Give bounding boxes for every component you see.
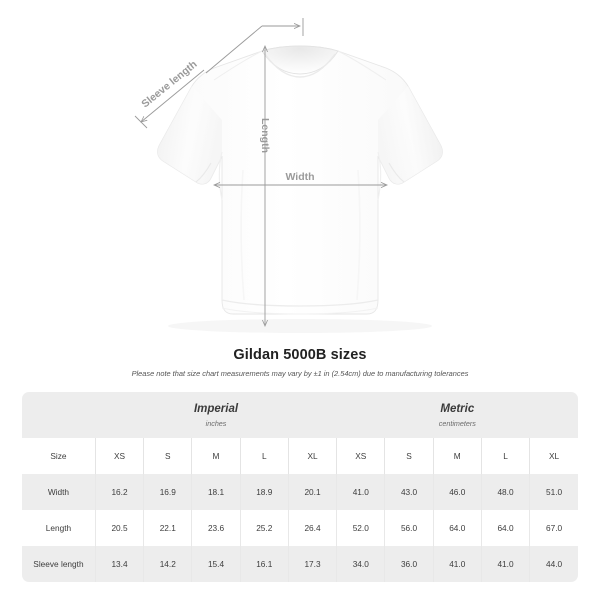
size-chart-table: Imperial inches Metric centimeters Size … [22, 392, 578, 582]
column-header-metric-s: S [384, 438, 434, 474]
tolerance-note: Please note that size chart measurements… [131, 369, 469, 378]
cell-sleeve-imperial-m: 15.4 [191, 546, 241, 582]
cell-width-imperial-xs: 16.2 [95, 474, 145, 510]
cell-sleeve-metric-xl: 44.0 [529, 546, 578, 582]
label-width: Width [285, 171, 314, 183]
sleeve-length-arrow [141, 69, 205, 122]
collar [261, 45, 339, 75]
table-row: Length 20.5 22.1 23.6 25.2 26.4 52.0 56.… [22, 510, 578, 546]
column-header-imperial-xl: XL [288, 438, 338, 474]
tshirt-body [157, 45, 443, 315]
cell-length-imperial-s: 22.1 [143, 510, 193, 546]
cell-sleeve-imperial-l: 16.1 [240, 546, 289, 582]
cell-sleeve-imperial-xs: 13.4 [95, 546, 145, 582]
sleeve-leader-diagonal [205, 25, 263, 74]
table-row: Width 16.2 16.9 18.1 18.9 20.1 41.0 43.0… [22, 474, 578, 510]
unit-sub-metric: centimeters [438, 418, 476, 428]
size-header-row: Size XS S M L XL XS S M L XL [22, 438, 578, 474]
row-label-length: Length [22, 510, 96, 546]
table-row: Sleeve length 13.4 14.2 15.4 16.1 17.3 3… [22, 546, 578, 582]
cell-length-imperial-l: 25.2 [240, 510, 289, 546]
measurement-annotations [134, 18, 387, 326]
unit-header-metric: Metric centimeters [336, 392, 578, 438]
title-block: Gildan 5000B sizes Please note that size… [0, 346, 600, 380]
cell-width-imperial-l: 18.9 [240, 474, 289, 510]
cell-length-imperial-m: 23.6 [191, 510, 241, 546]
row-label-width: Width [22, 474, 96, 510]
unit-name-metric: Metric [440, 402, 475, 415]
column-header-imperial-s: S [143, 438, 193, 474]
cell-length-metric-s: 56.0 [384, 510, 434, 546]
cell-width-metric-xl: 51.0 [529, 474, 578, 510]
unit-header-row: Imperial inches Metric centimeters [22, 392, 578, 438]
cell-sleeve-imperial-xl: 17.3 [288, 546, 338, 582]
cell-sleeve-imperial-s: 14.2 [143, 546, 193, 582]
column-header-imperial-xs: XS [95, 438, 145, 474]
cell-width-imperial-m: 18.1 [191, 474, 241, 510]
cell-length-metric-xl: 67.0 [529, 510, 578, 546]
cell-sleeve-metric-l: 41.0 [481, 546, 531, 582]
cell-width-metric-m: 46.0 [433, 474, 482, 510]
page-title: Gildan 5000B sizes [233, 347, 367, 363]
cell-sleeve-metric-xs: 34.0 [336, 546, 386, 582]
cell-length-metric-m: 64.0 [433, 510, 482, 546]
column-header-metric-xl: XL [529, 438, 578, 474]
cell-width-metric-s: 43.0 [384, 474, 434, 510]
column-header-metric-l: L [481, 438, 531, 474]
unit-header-imperial: Imperial inches [95, 392, 337, 438]
cell-sleeve-metric-s: 36.0 [384, 546, 434, 582]
column-header-imperial-m: M [191, 438, 241, 474]
unit-name-imperial: Imperial [193, 402, 239, 415]
tshirt-illustration: Sleeve length Length Width [134, 18, 443, 333]
cell-width-imperial-s: 16.9 [143, 474, 193, 510]
column-header-imperial-l: L [240, 438, 289, 474]
cell-width-metric-xs: 41.0 [336, 474, 386, 510]
unit-header-spacer [22, 392, 96, 438]
cell-length-metric-xs: 52.0 [336, 510, 386, 546]
label-length: Length [259, 118, 271, 153]
cell-width-imperial-xl: 20.1 [288, 474, 338, 510]
unit-sub-imperial: inches [205, 418, 227, 428]
column-header-metric-xs: XS [336, 438, 386, 474]
cell-length-imperial-xs: 20.5 [95, 510, 145, 546]
column-header-size: Size [22, 438, 96, 474]
row-label-sleeve-length: Sleeve length [22, 546, 96, 582]
garment-shadow [168, 319, 432, 333]
cell-length-imperial-xl: 26.4 [288, 510, 338, 546]
column-header-metric-m: M [433, 438, 482, 474]
cell-sleeve-metric-m: 41.0 [433, 546, 482, 582]
cell-length-metric-l: 64.0 [481, 510, 531, 546]
cell-width-metric-l: 48.0 [481, 474, 531, 510]
sleeve-length-endtick [134, 115, 148, 129]
